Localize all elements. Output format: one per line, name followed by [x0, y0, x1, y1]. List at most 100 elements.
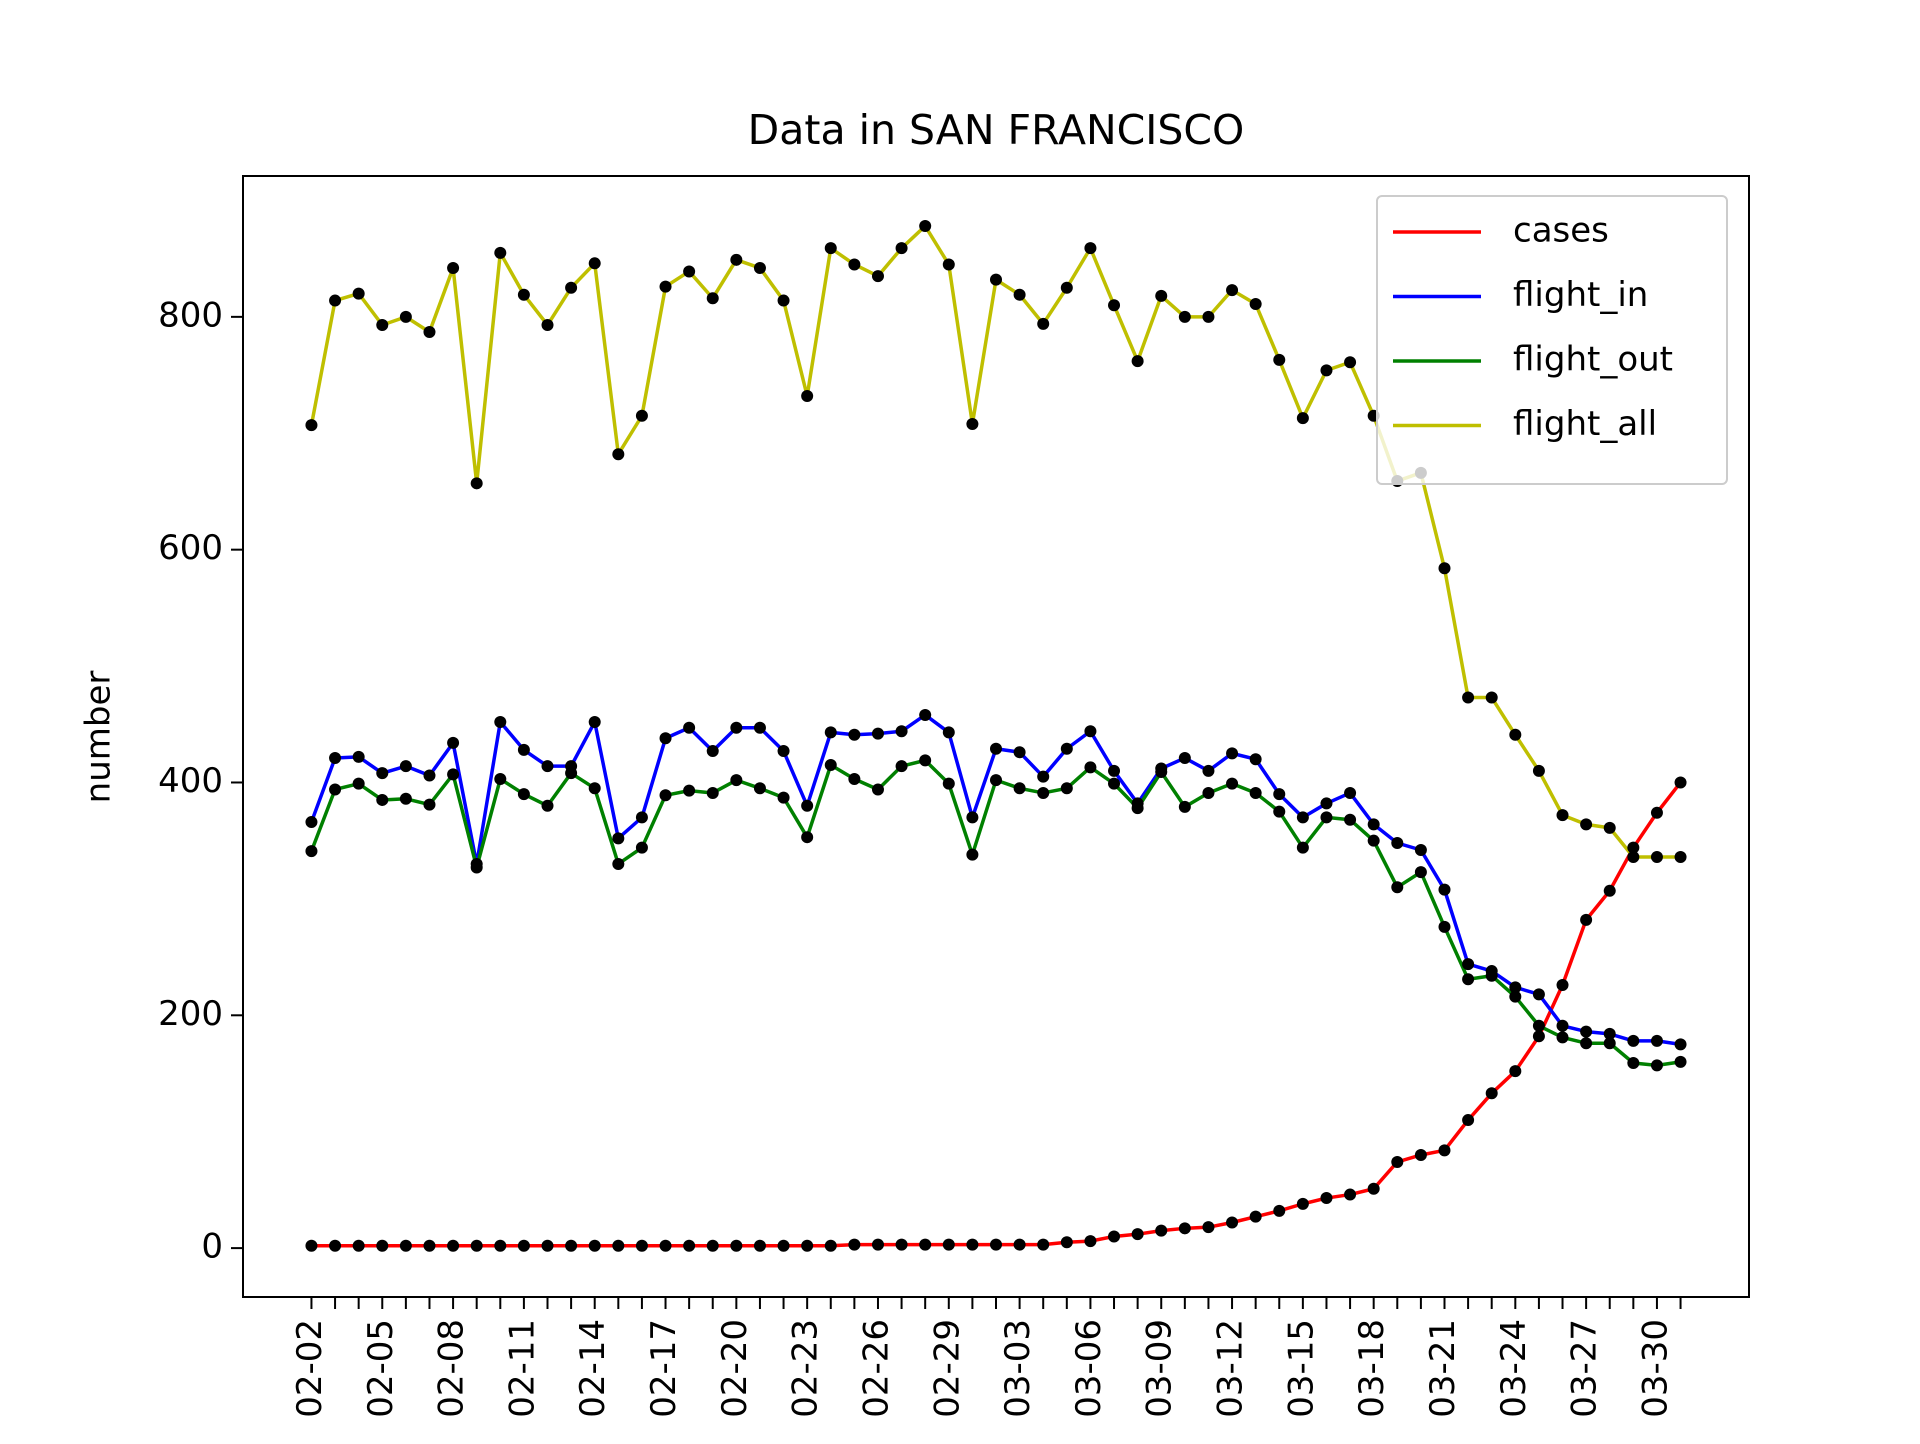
data-point: [1226, 284, 1239, 297]
data-point: [1462, 958, 1475, 971]
data-point: [447, 261, 460, 274]
legend-label: flight_in: [1513, 275, 1648, 315]
data-point: [1084, 242, 1097, 255]
data-point: [1438, 1144, 1451, 1157]
data-point: [1438, 562, 1451, 575]
data-point: [990, 273, 1002, 286]
data-point: [1296, 811, 1309, 824]
data-point: [1084, 725, 1097, 738]
data-point: [1603, 1037, 1616, 1050]
x-tick-label: 03-15: [1281, 1319, 1321, 1418]
data-point: [871, 1238, 884, 1251]
data-point: [329, 1239, 342, 1252]
data-point: [801, 390, 814, 403]
data-point: [1414, 843, 1427, 856]
data-point: [1060, 1236, 1073, 1249]
data-point: [990, 742, 1002, 755]
data-point: [848, 258, 861, 271]
data-point: [1438, 920, 1451, 933]
data-point: [1296, 412, 1309, 425]
data-point: [1344, 786, 1357, 799]
data-point: [399, 1239, 412, 1252]
x-tick-label: 03-12: [1211, 1319, 1251, 1418]
x-tick-label: 02-14: [573, 1319, 613, 1418]
data-point: [1202, 786, 1215, 799]
data-point: [588, 715, 601, 728]
data-point: [942, 726, 955, 739]
data-point: [1178, 752, 1191, 765]
data-point: [494, 772, 507, 785]
data-point: [966, 848, 979, 861]
data-point: [588, 1239, 601, 1252]
data-point: [1674, 850, 1687, 863]
x-tick-label: 02-20: [715, 1319, 755, 1418]
chart-title: Data in SAN FRANCISCO: [748, 106, 1245, 154]
data-point: [1202, 1221, 1215, 1234]
data-point: [305, 816, 318, 829]
y-tick-label: 200: [158, 994, 223, 1034]
data-point: [1532, 1019, 1545, 1032]
data-point: [1013, 288, 1026, 301]
data-point: [1108, 764, 1121, 777]
data-point: [1060, 742, 1073, 755]
data-point: [1202, 310, 1215, 323]
data-point: [1344, 813, 1357, 826]
data-point: [824, 759, 837, 772]
data-point: [447, 768, 460, 781]
data-point: [730, 1239, 743, 1252]
x-tick-label: 02-11: [502, 1319, 542, 1418]
data-point: [1084, 1235, 1097, 1248]
data-point: [635, 409, 648, 422]
data-point: [895, 760, 908, 773]
data-point: [565, 1239, 578, 1252]
series-line: [311, 781, 1682, 1248]
plot-frame: [242, 175, 1750, 1298]
data-point: [1037, 1238, 1050, 1251]
data-point: [612, 832, 625, 845]
x-tick-label: 02-05: [361, 1319, 401, 1418]
data-point: [801, 831, 814, 844]
data-point: [1556, 809, 1569, 822]
data-point: [919, 1238, 932, 1251]
data-point: [753, 721, 766, 734]
data-point: [376, 793, 389, 806]
data-point: [730, 721, 743, 734]
data-point: [1509, 1065, 1522, 1078]
data-point: [541, 1239, 554, 1252]
data-point: [423, 1239, 436, 1252]
data-point: [801, 799, 814, 812]
data-point: [399, 760, 412, 773]
data-point: [1178, 800, 1191, 813]
data-point: [1627, 841, 1640, 854]
series-line: [309, 713, 1681, 1047]
data-point: [1178, 310, 1191, 323]
data-point: [1013, 1238, 1026, 1251]
data-point: [1060, 281, 1073, 294]
data-point: [848, 1238, 861, 1251]
data-point: [1344, 1188, 1357, 1201]
data-point: [1674, 1055, 1687, 1068]
data-point: [848, 728, 861, 741]
x-tick-label: 02-29: [927, 1319, 967, 1418]
data-point: [777, 791, 790, 804]
data-point: [895, 725, 908, 738]
data-point: [1320, 1192, 1333, 1205]
data-point: [1674, 1038, 1687, 1051]
data-point: [824, 726, 837, 739]
data-point: [635, 841, 648, 854]
data-point: [329, 294, 342, 307]
data-point: [1367, 818, 1380, 831]
data-point: [1296, 1197, 1309, 1210]
data-point: [399, 792, 412, 805]
data-point: [352, 287, 365, 300]
data-point: [1249, 753, 1262, 766]
data-point: [352, 1239, 365, 1252]
data-point: [1603, 821, 1616, 834]
data-point: [848, 772, 861, 785]
data-point: [990, 1238, 1002, 1251]
data-point: [494, 246, 507, 259]
x-tick-label: 03-21: [1423, 1319, 1463, 1418]
data-point: [517, 743, 530, 756]
